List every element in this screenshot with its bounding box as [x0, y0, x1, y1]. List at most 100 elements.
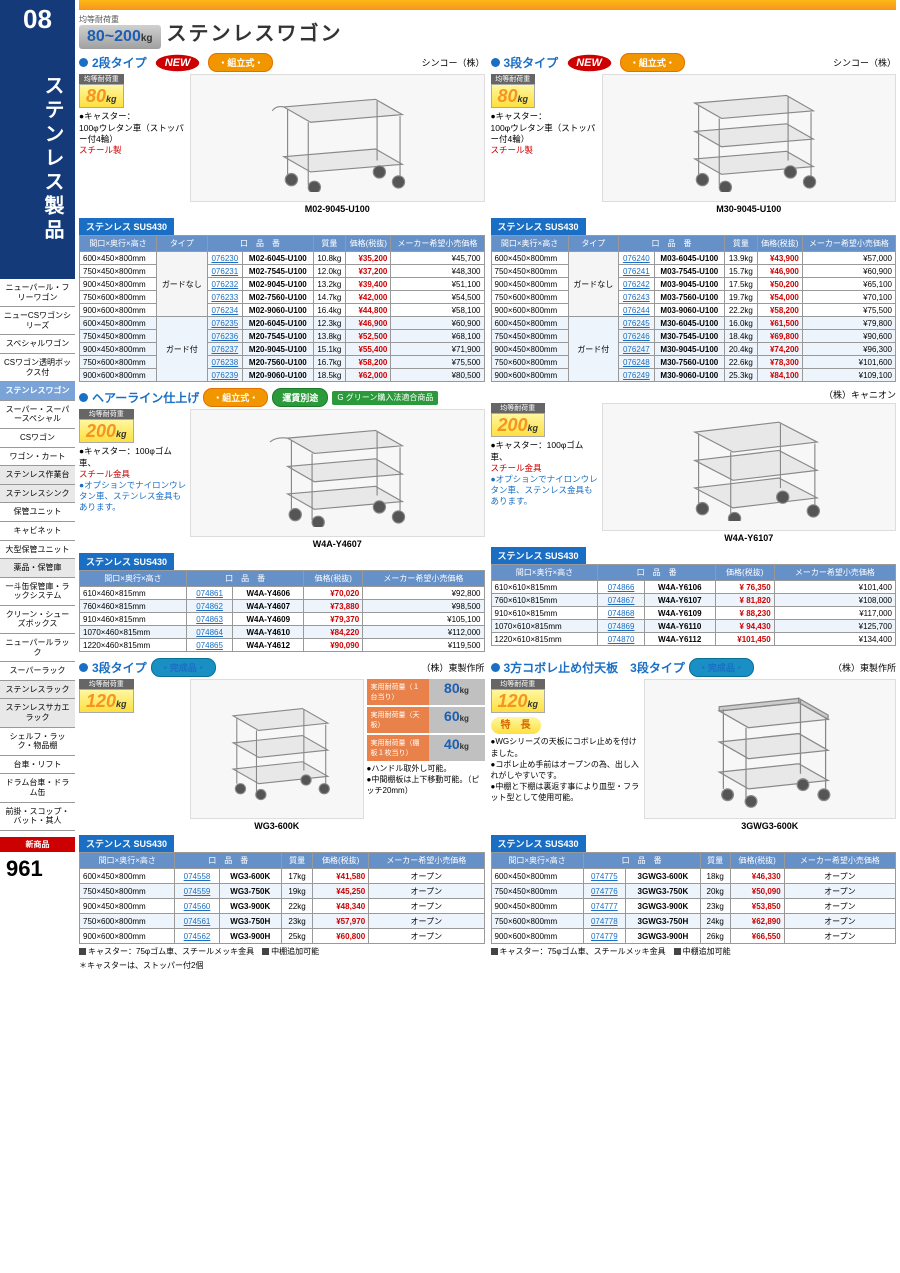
new-badge: NEW	[151, 54, 205, 72]
freight-badge: 運賃別途	[272, 388, 328, 407]
product-figure: WG3-600K	[190, 679, 364, 819]
product-figure: M02-9045-U100	[190, 74, 485, 202]
nav-item[interactable]: 大型保管ユニット	[0, 541, 75, 560]
nav-item[interactable]: スーパー・スーパースペシャル	[0, 401, 75, 429]
product-section-hairline-b: （株）キャニオン 均等耐荷重200kg ●キャスター：100φゴム車、スチール金…	[491, 388, 897, 652]
page-title: ステンレスワゴン	[167, 17, 343, 46]
nav-item[interactable]: スペシャルワゴン	[0, 335, 75, 354]
nav-item[interactable]: CSワゴン	[0, 429, 75, 448]
spec-table-1: 間口×奥行×高さタイプ口 品 番質量価格(税抜)メーカー希望小売価格600×45…	[79, 235, 485, 382]
product-figure: M30-9045-U100	[602, 74, 897, 202]
assembly-badge: ・組立式・	[208, 53, 273, 72]
product-section-hairline-a: ヘアーライン仕上げ ・組立式・ 運賃別途 G グリーン購入法適合商品 均等耐荷重…	[79, 388, 485, 652]
nav-item[interactable]: ステンレス作業台	[0, 466, 75, 485]
star-note: ＊キャスターは、ストッパー付2個	[79, 960, 896, 971]
product-section-3tier-finished: 3段タイプ ・完成品・ （株）東製作所 均等耐荷重120kg WG3-600K …	[79, 658, 485, 957]
product-section-3way-spill: 3方コボレ止め付天板 3段タイプ ・完成品・ （株）東製作所 均等耐荷重120k…	[491, 658, 897, 957]
note: ●中間棚板は上下移動可能。（ピッチ20mm）	[367, 774, 485, 796]
bullet-icon	[79, 393, 88, 402]
new-badge: NEW	[562, 54, 616, 72]
material-label: ステンレス SUS430	[79, 218, 174, 235]
page-number: 961	[6, 856, 75, 882]
option-note: ●オプションでナイロンウレタン車、ステンレス金具もあります。	[491, 474, 599, 507]
load-tag: 均等耐荷重200kg	[491, 403, 546, 437]
nav-item[interactable]: ステンレスサカエラック	[0, 699, 75, 727]
material-label: ステンレス SUS430	[79, 553, 174, 570]
load-capacity-row: 実用耐荷量（棚板１枚当り）40kg	[367, 735, 485, 761]
section-title: ヘアーライン仕上げ	[92, 389, 199, 406]
nav-item[interactable]: ワゴン・カート	[0, 448, 75, 467]
nav-item[interactable]: ニューパールラック	[0, 634, 75, 662]
nav-item[interactable]: 台車・リフト	[0, 756, 75, 775]
section-title: 2段タイプ	[92, 54, 147, 71]
footnote: キャスター：75φゴム車、スチールメッキ金具 中棚追加可能	[79, 946, 485, 957]
load-tag: 均等耐荷重120kg	[491, 679, 546, 713]
nav-item[interactable]: 前掛・スコップ・バット・其人	[0, 803, 75, 831]
product-figure: W4A-Y4607	[190, 409, 485, 537]
nav-item[interactable]: キャビネット	[0, 522, 75, 541]
load-capacity-row: 実用耐荷量（１台当り）80kg	[367, 679, 485, 705]
material-label: ステンレス SUS430	[491, 835, 586, 852]
product-figure: 3GWG3-600K	[644, 679, 897, 819]
note: ●ハンドル取外し可能。	[367, 763, 485, 774]
assembly-badge: ・組立式・	[620, 53, 685, 72]
nav-item[interactable]: クリーン・シューズボックス	[0, 606, 75, 634]
option-note: ●オプションでナイロンウレタン車、ステンレス金具もあります。	[79, 480, 187, 513]
spec-table-3b: 間口×奥行×高さ口 品 番価格(税抜)メーカー希望小売価格610×610×815…	[491, 564, 897, 646]
page-header: 均等耐荷重 80~200kg ステンレスワゴン	[79, 14, 896, 49]
load-tag: 均等耐荷重120kg	[79, 679, 134, 713]
feature-item: ●コボレ止め手前はオープンの為、出し入れがしやすいです。	[491, 759, 641, 781]
nav-item[interactable]: 一斗缶保管庫・ラックシステム	[0, 578, 75, 606]
spec-table-4: 間口×奥行×高さ口 品 番質量価格(税抜)メーカー希望小売価格600×450×8…	[79, 852, 485, 944]
nav-item[interactable]: スーパーラック	[0, 662, 75, 681]
section-title: 3段タイプ	[504, 54, 559, 71]
bullet-icon	[491, 663, 500, 672]
nav-list: ニューパール・フリーワゴンニューCSワゴンシリーズスペシャルワゴンCSワゴン透明…	[0, 279, 75, 831]
bullet-icon	[79, 58, 88, 67]
finished-badge: ・完成品・	[689, 658, 754, 677]
load-tag: 均等耐荷重200kg	[79, 409, 134, 443]
bullet-icon	[491, 58, 500, 67]
finished-badge: ・完成品・	[151, 658, 216, 677]
spec-table-2: 間口×奥行×高さタイプ口 品 番質量価格(税抜)メーカー希望小売価格600×45…	[491, 235, 897, 382]
nav-item[interactable]: ニューパール・フリーワゴン	[0, 279, 75, 307]
bullet-icon	[79, 663, 88, 672]
material-label: ステンレス SUS430	[491, 547, 586, 564]
load-tag: 均等耐荷重80kg	[491, 74, 536, 108]
nav-item[interactable]: 保管ユニット	[0, 503, 75, 522]
product-section-2tier: 2段タイプ NEW ・組立式・ シンコー（株） 均等耐荷重80kg ●キャスター…	[79, 53, 485, 382]
load-tag: 均等耐荷重80kg	[79, 74, 124, 108]
manufacturer: （株）東製作所	[833, 661, 896, 674]
manufacturer: （株）東製作所	[421, 661, 484, 674]
nav-item[interactable]: ドラム台車・ドラム缶	[0, 774, 75, 802]
nav-item[interactable]: CSワゴン透明ボックス付	[0, 354, 75, 382]
load-label: 均等耐荷重	[79, 14, 161, 25]
material-label: ステンレス SUS430	[79, 835, 174, 852]
nav-item[interactable]: ステンレスシンク	[0, 485, 75, 504]
manufacturer: シンコー（株）	[833, 56, 896, 69]
new-products-badge: 新商品	[0, 837, 75, 852]
section-title: 3方コボレ止め付天板 3段タイプ	[504, 659, 685, 676]
feature-item: ●WGシリーズの天板にコボレ止めを付けました。	[491, 736, 641, 758]
assembly-badge: ・組立式・	[203, 388, 268, 407]
spec-table-5: 間口×奥行×高さ口 品 番質量価格(税抜)メーカー希望小売価格600×450×8…	[491, 852, 897, 944]
features-heading: 特 長	[491, 717, 541, 734]
nav-item[interactable]: ニューCSワゴンシリーズ	[0, 307, 75, 335]
nav-item[interactable]: ステンレスワゴン	[0, 382, 75, 401]
section-title: 3段タイプ	[92, 659, 147, 676]
product-section-3tier: 3段タイプ NEW ・組立式・ シンコー（株） 均等耐荷重80kg ●キャスター…	[491, 53, 897, 382]
green-procurement-badge: G グリーン購入法適合商品	[332, 391, 438, 405]
section-number: 08	[0, 0, 75, 39]
manufacturer: （株）キャニオン	[824, 388, 896, 401]
feature-item: ●中棚と下棚は裏返す事により皿型・フラット型として使用可能。	[491, 781, 641, 803]
load-range: 80~200kg	[79, 25, 161, 49]
nav-item[interactable]: ステンレスラック	[0, 681, 75, 700]
spec-table-3a: 間口×奥行×高さ口 品 番価格(税抜)メーカー希望小売価格610×460×815…	[79, 570, 485, 652]
top-accent-bar	[79, 0, 896, 10]
nav-item[interactable]: 薬品・保管庫	[0, 559, 75, 578]
sidebar: 08 ステンレス製品 ニューパール・フリーワゴンニューCSワゴンシリーズスペシャ…	[0, 0, 75, 975]
section-title: ステンレス製品	[0, 39, 75, 279]
manufacturer: シンコー（株）	[421, 56, 484, 69]
nav-item[interactable]: シェルフ・ラック・物品棚	[0, 728, 75, 756]
load-capacity-row: 実用耐荷量（天 板）60kg	[367, 707, 485, 733]
